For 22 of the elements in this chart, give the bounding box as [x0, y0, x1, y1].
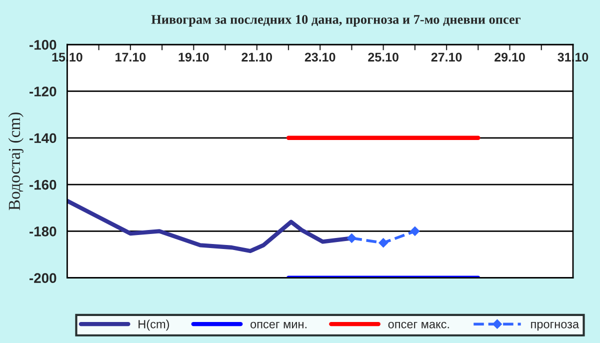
y-tick-label: -100	[30, 40, 56, 50]
legend-label: опсег мин.	[250, 322, 306, 328]
point	[378, 238, 388, 248]
chart-title: Нивограм за последних 10 дана, прогноза и 7-мо дневни опсег	[151, 14, 521, 27]
y-tick-label: -160	[30, 180, 56, 190]
x-tick-label: 27.10	[431, 52, 462, 62]
y-tick-label: -120	[30, 86, 56, 96]
point	[347, 234, 356, 243]
y-tick-label: -200	[30, 273, 56, 283]
legend-label: прогноза	[531, 322, 580, 331]
y-tick-label: -140	[30, 133, 56, 144]
x-tick-label: 23.10	[304, 52, 336, 62]
y-axis-title: Водостај (cm)	[8, 112, 24, 210]
x-tick-label: 17.10	[116, 52, 146, 62]
y-tick-label: -180	[30, 226, 56, 236]
legend-label: H(cm)	[138, 320, 170, 331]
x-tick-label: 19.10	[178, 52, 209, 62]
legend-label: опсег макс.	[388, 322, 449, 328]
point	[410, 226, 420, 236]
x-tick-label: 25.10	[368, 52, 398, 62]
x-tick-label: 21.10	[242, 52, 272, 62]
x-tick-label: 29.10	[494, 52, 525, 62]
